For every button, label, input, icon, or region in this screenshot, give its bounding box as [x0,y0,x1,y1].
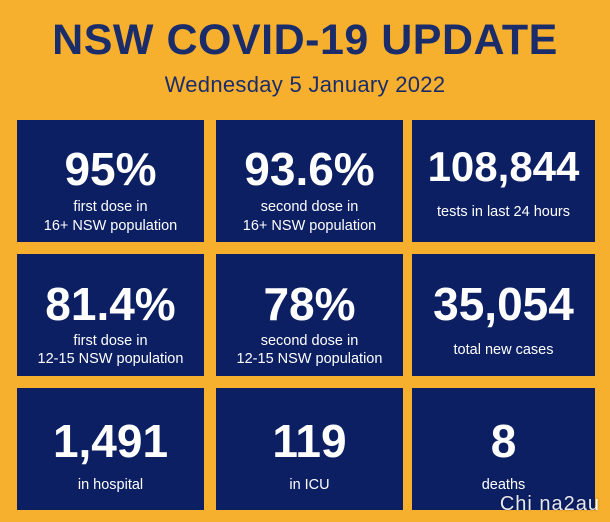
stat-value: 81.4% [45,278,176,330]
stat-label-line1: total new cases [453,342,554,358]
stat-tile-icu: 119 in ICU [216,388,403,510]
stat-tile-hospital: 1,491 in hospital [17,388,204,510]
stat-value: 1,491 [52,415,169,467]
stat-tile-first-dose-16plus: 95% first dose in 16+ NSW population [17,120,204,242]
stat-value: 95% [64,143,157,195]
stat-label-line1: first dose in [73,199,148,215]
stat-label-line1: first dose in [73,333,148,349]
stat-label-line1: deaths [481,477,526,493]
update-date: Wednesday 5 January 2022 [164,72,446,97]
stat-value: 35,054 [433,278,574,330]
watermark: Chi na2au [499,493,600,515]
stat-value: 108,844 [427,143,580,190]
stat-label-line1: second dose in [260,333,359,349]
stat-tile-new-cases: 35,054 total new cases [412,254,595,376]
stat-value: 78% [263,278,356,330]
stat-tile-tests: 108,844 tests in last 24 hours [412,120,595,242]
stat-tile-second-dose-16plus: 93.6% second dose in 16+ NSW population [216,120,403,242]
stat-label-line1: in ICU [289,477,330,493]
stat-tile-first-dose-12-15: 81.4% first dose in 12-15 NSW population [17,254,204,376]
stat-label-line1: tests in last 24 hours [437,204,570,220]
page-title: NSW COVID-19 UPDATE [52,16,558,64]
stat-value: 8 [490,415,517,467]
stat-label-line1: in hospital [77,477,144,493]
stat-label-line1: second dose in [260,199,359,215]
stat-label-line2: 12-15 NSW population [37,351,184,367]
stat-tile-second-dose-12-15: 78% second dose in 12-15 NSW population [216,254,403,376]
stat-value: 93.6% [244,143,375,195]
stat-tile-deaths: 8 deaths [412,388,595,510]
stat-label-line2: 16+ NSW population [43,218,178,234]
stat-label-line2: 16+ NSW population [242,218,377,234]
stat-value: 119 [272,415,347,467]
stat-label-line2: 12-15 NSW population [236,351,383,367]
